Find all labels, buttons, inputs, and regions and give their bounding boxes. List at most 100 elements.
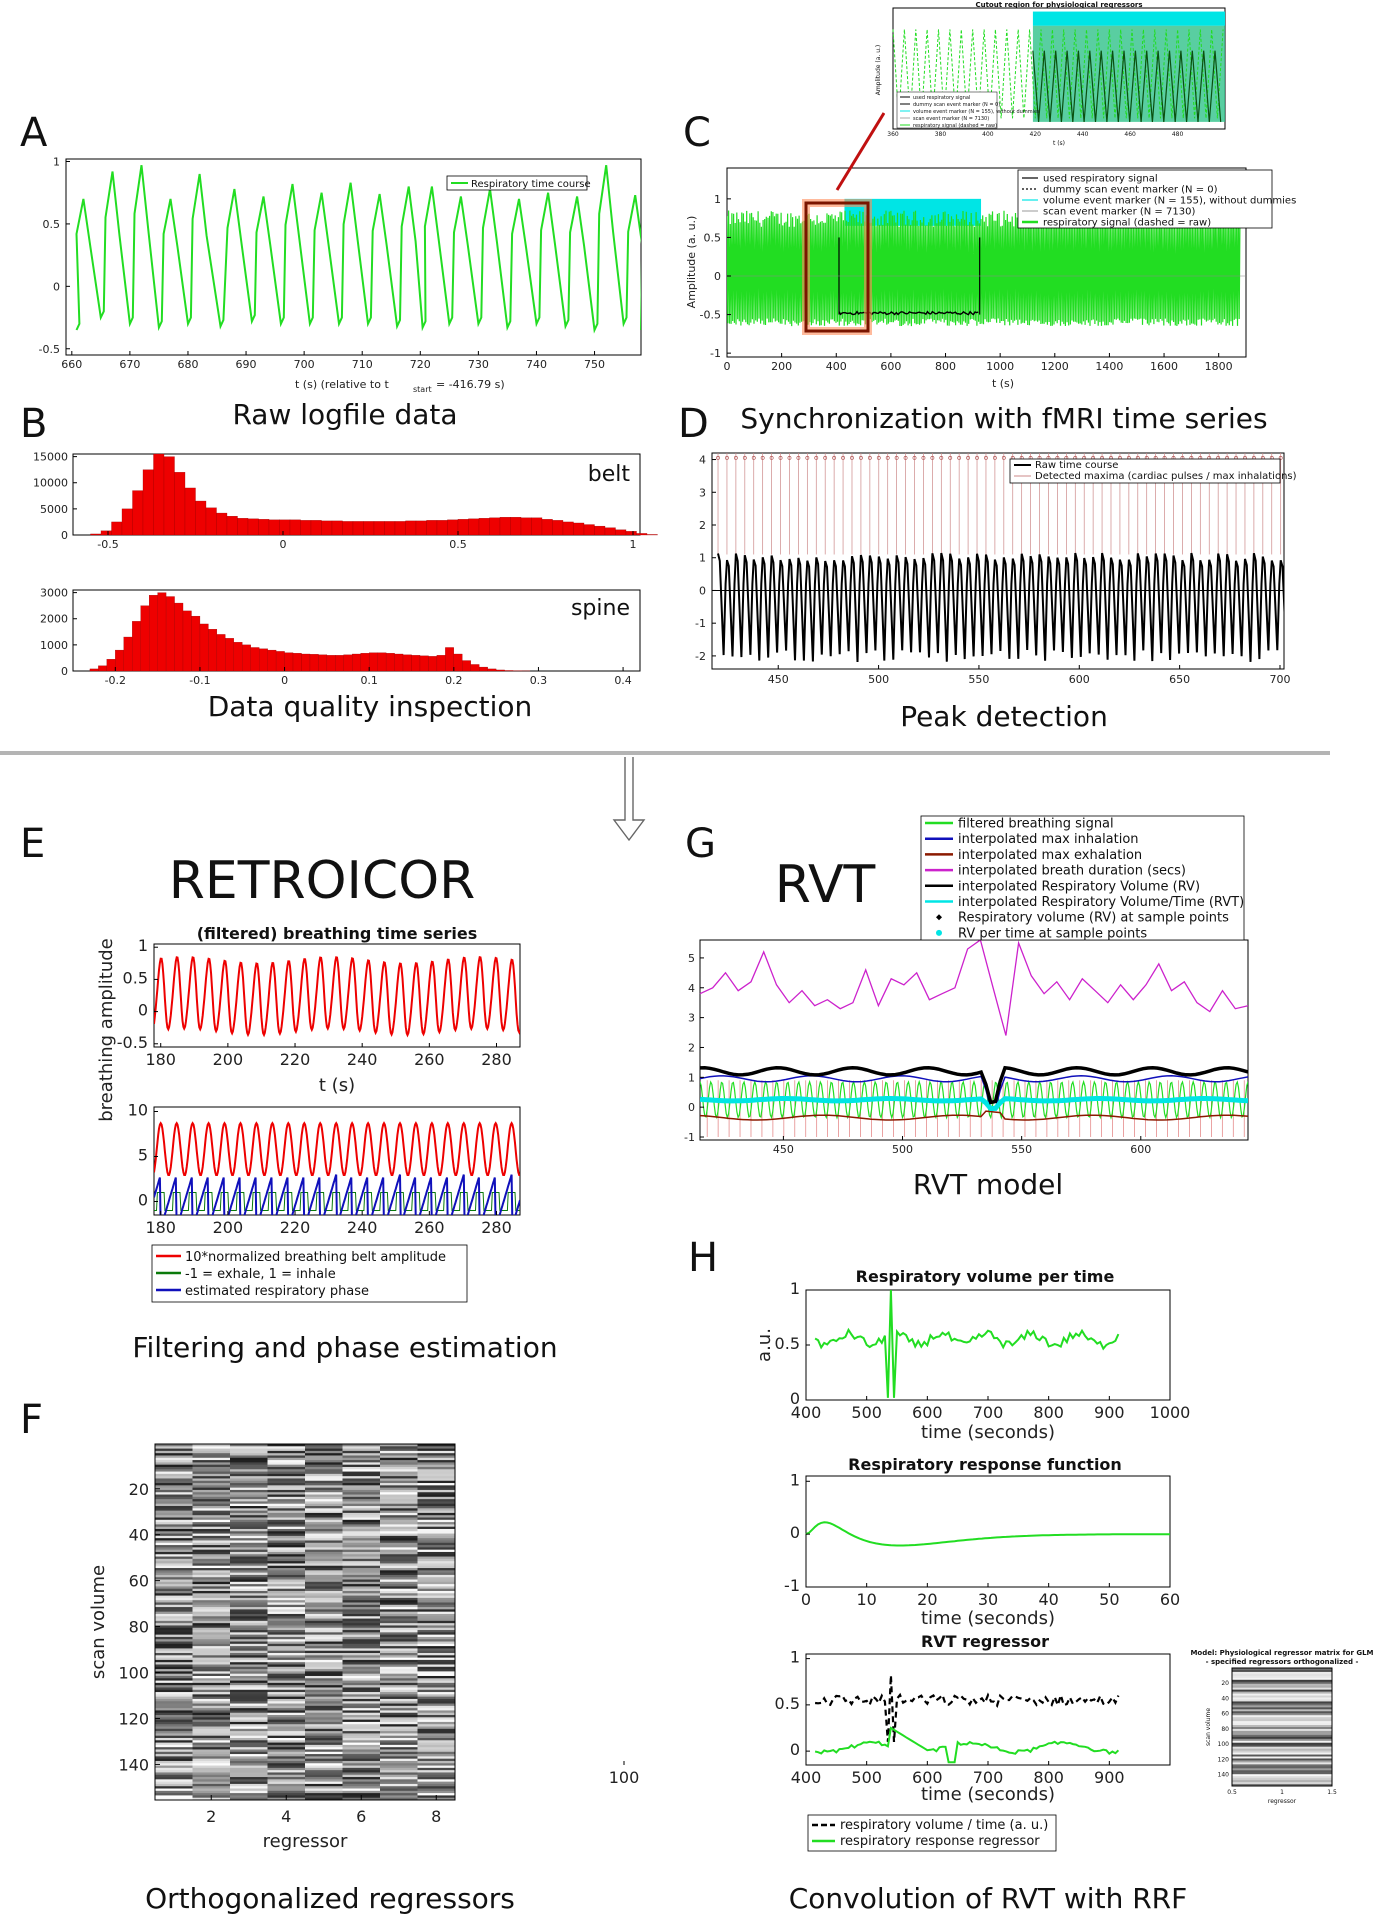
x-axis-label: t (s) [319, 1075, 355, 1096]
regressor-cell [267, 1694, 306, 1698]
regressor-cell [230, 1600, 268, 1603]
regressor-cell [380, 1503, 418, 1507]
regressor-cell [380, 1565, 418, 1569]
regressor-cell [342, 1643, 381, 1647]
regressor-cell [305, 1754, 343, 1757]
regressor-cell [155, 1781, 193, 1785]
regressor-cell [342, 1478, 381, 1482]
regressor-cell [417, 1749, 456, 1753]
regressor-cell [192, 1758, 231, 1762]
regressor-cell [305, 1698, 343, 1702]
regressor-cell [417, 1554, 456, 1557]
regressor-cell [192, 1508, 231, 1512]
glm-inset-title: Model: Physiological regressor matrix fo… [1190, 1649, 1373, 1657]
glm-regressor-row [1232, 1693, 1332, 1696]
glm-regressor-row [1232, 1725, 1332, 1728]
histogram-bar [90, 533, 102, 536]
histogram-bar [318, 654, 328, 672]
regressor-cell [417, 1526, 456, 1530]
histogram-bar [106, 659, 116, 672]
glm-regressor-row [1232, 1774, 1332, 1777]
regressor-cell [305, 1538, 343, 1541]
y-tick-label: 1 [699, 552, 706, 565]
regressor-cell [305, 1563, 343, 1567]
regressor-cell [230, 1754, 268, 1757]
regressor-cell [230, 1731, 268, 1734]
regressor-cell [230, 1563, 268, 1567]
regressor-cell [155, 1648, 193, 1652]
regressor-cell [155, 1487, 193, 1491]
detected-maximum-point [966, 456, 970, 460]
glm-regressor-row [1232, 1689, 1332, 1692]
regressor-cell [305, 1595, 343, 1599]
regressor-cell [155, 1471, 193, 1475]
regressor-cell [342, 1632, 381, 1636]
regressor-cell [267, 1763, 306, 1766]
regressor-cell [342, 1561, 381, 1564]
regressor-cell [417, 1607, 456, 1610]
regressor-cell [155, 1749, 193, 1753]
regressor-cell [155, 1795, 193, 1799]
histogram-bar [216, 512, 228, 536]
regressor-cell [380, 1506, 418, 1509]
regressor-cell [380, 1512, 418, 1516]
regressor-cell [305, 1616, 343, 1619]
regressor-cell [230, 1772, 268, 1776]
regressor-cell [380, 1751, 418, 1755]
y-tick-label: 0 [790, 1740, 800, 1759]
regressor-cell [230, 1487, 268, 1491]
glm-regressor-row [1232, 1756, 1332, 1759]
regressor-cell [417, 1623, 456, 1626]
regressor-cell [380, 1797, 418, 1801]
regressor-cell [342, 1524, 381, 1528]
regressor-cell [417, 1512, 456, 1516]
regressor-cell [267, 1675, 306, 1679]
glm-regressor-row [1232, 1697, 1332, 1700]
x-tick-label: 20 [917, 1590, 937, 1609]
regressor-cell [230, 1719, 268, 1723]
rvt-line [700, 1096, 1248, 1112]
regressor-cell [192, 1489, 231, 1493]
regressor-cell [342, 1650, 381, 1654]
regressor-cell [155, 1754, 193, 1757]
regressor-cell [230, 1485, 268, 1489]
regressor-cell [267, 1480, 306, 1484]
regressor-cell [267, 1758, 306, 1762]
regressor-cell [417, 1570, 456, 1574]
regressor-cell [342, 1519, 381, 1523]
regressor-cell [155, 1613, 193, 1617]
regressor-cell [305, 1634, 343, 1638]
section-divider [0, 751, 1330, 755]
x-tick-label: 730 [468, 358, 489, 371]
regressor-cell [305, 1678, 343, 1681]
regressor-cell [380, 1632, 418, 1636]
regressor-cell [192, 1466, 231, 1470]
regressor-cell [267, 1453, 306, 1456]
regressor-cell [417, 1558, 456, 1562]
regressor-cell [230, 1751, 268, 1755]
regressor-cell [380, 1535, 418, 1539]
regressor-cell [155, 1570, 193, 1574]
regressor-cell [342, 1522, 381, 1525]
regressor-cell [267, 1698, 306, 1702]
regressor-cell [417, 1735, 456, 1739]
regressor-cell [417, 1600, 456, 1603]
regressor-cell [417, 1671, 456, 1675]
regressor-cell [417, 1712, 456, 1716]
regressor-cell [417, 1476, 456, 1479]
inset-legend-label: used respiratory signal [913, 95, 970, 101]
regressor-cell [230, 1542, 268, 1546]
histogram-bar [123, 636, 133, 672]
regressor-cell [417, 1545, 456, 1548]
x-tick-label: 220 [280, 1050, 311, 1069]
regressor-cell [380, 1790, 418, 1794]
regressor-cell [230, 1675, 268, 1679]
regressor-cell [305, 1664, 343, 1668]
regressor-cell [230, 1747, 268, 1750]
histogram-bar [426, 520, 438, 536]
regressor-cell [230, 1611, 268, 1615]
histogram-bar [331, 520, 343, 536]
glm-regressor-row [1232, 1723, 1332, 1726]
regressor-cell [155, 1623, 193, 1626]
regressor-cell [192, 1712, 231, 1716]
